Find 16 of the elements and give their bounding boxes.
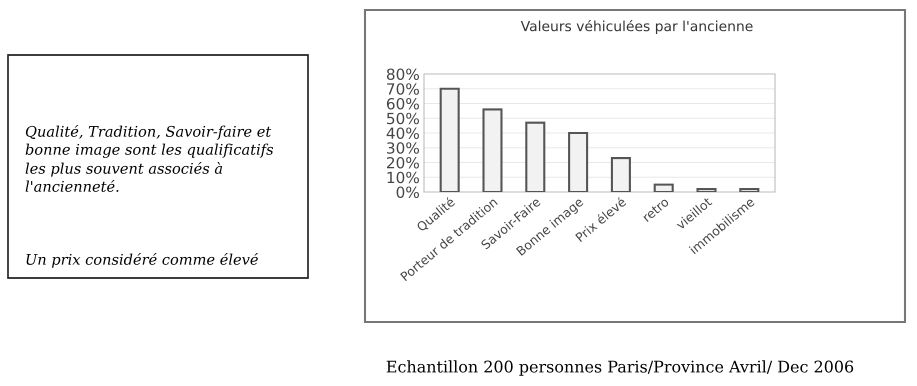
y-tick-label: 10% — [388, 172, 419, 184]
bar — [654, 184, 674, 192]
text: Un prix considéré comme élevé — [26, 253, 258, 268]
y-tick-label: 50% — [387, 112, 419, 124]
text: Echantillon 200 personnes Paris/Province Avril/ Dec 2006 — [386, 360, 854, 376]
y-tick-label: 40% — [386, 127, 419, 140]
y-tick-label: 70% — [387, 83, 419, 95]
bar — [739, 188, 760, 192]
y-tick-label: 0% — [396, 186, 419, 198]
text: Qualité, Tradition, Savoir-faire et bonne image sont les qualificatifs les plus souvent associés à l'ancienneté. — [26, 125, 274, 192]
bar — [696, 188, 717, 192]
chart-title: Valeurs véhiculées par l'ancienne — [520, 20, 753, 34]
y-tick-label: 20% — [386, 156, 419, 169]
y-tick-label: 60% — [386, 98, 419, 110]
y-tick-label: 30% — [387, 142, 419, 154]
y-tick-label: 80% — [386, 68, 419, 80]
